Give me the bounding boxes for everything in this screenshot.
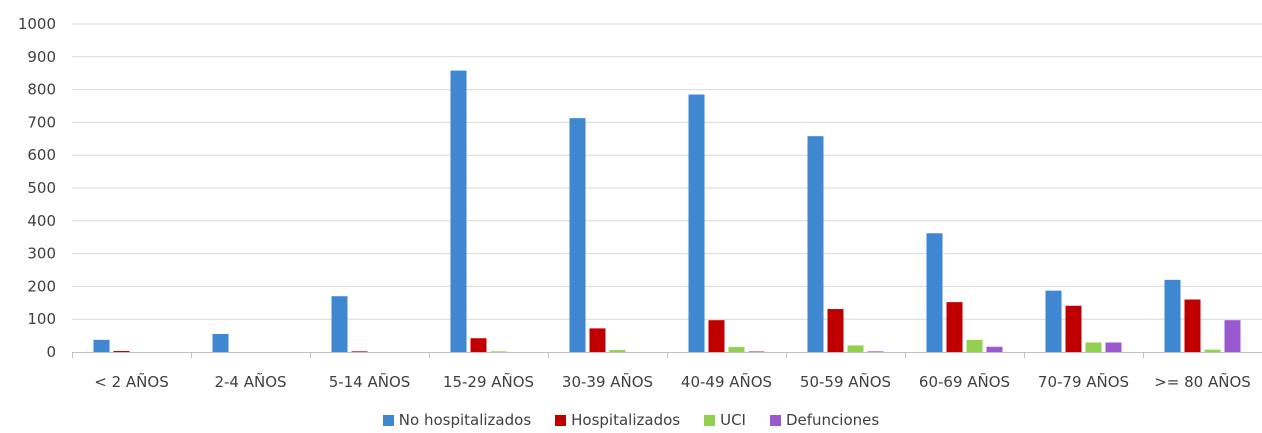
x-tick-label: 40-49 AÑOS — [681, 372, 772, 391]
bar-hospitalizados — [708, 320, 725, 352]
bar-no-hospitalizados — [1164, 279, 1181, 352]
x-tick-label: 2-4 AÑOS — [214, 372, 286, 391]
bar-uci — [1085, 342, 1102, 352]
x-tick-label: 50-59 AÑOS — [800, 372, 891, 391]
bar-hospitalizados — [827, 309, 844, 352]
bar-hospitalizados — [589, 328, 606, 352]
bar-hospitalizados — [1184, 299, 1201, 352]
bar-uci — [847, 345, 864, 352]
bar-no-hospitalizados — [807, 136, 824, 352]
x-tick-label: 60-69 AÑOS — [919, 372, 1010, 391]
bar-no-hospitalizados — [331, 296, 348, 352]
legend-label-defunciones: Defunciones — [785, 411, 880, 429]
y-tick-label: 1000 — [18, 15, 56, 33]
legend-swatch-hospitalizados — [555, 414, 567, 426]
bar-uci — [966, 339, 983, 352]
bar-hospitalizados — [470, 338, 487, 352]
gridlines — [72, 23, 1262, 320]
bar-no-hospitalizados — [688, 94, 705, 353]
legend-item-uci: UCI — [704, 411, 746, 429]
legend-label-hospitalizados: Hospitalizados — [571, 411, 681, 429]
bar-defunciones — [748, 351, 765, 352]
bar-no-hospitalizados — [569, 118, 586, 352]
legend-label-uci: UCI — [720, 411, 746, 429]
bar-chart: 0 100 200 300 400 500 600 700 800 900 1000 < 2 AÑO… — [18, 15, 1262, 391]
legend-swatch-no-hospitalizados — [382, 414, 394, 426]
bar-defunciones — [1224, 320, 1241, 352]
bar-uci — [609, 350, 626, 352]
bar-no-hospitalizados — [93, 339, 110, 352]
bar-defunciones — [1105, 342, 1122, 352]
y-tick-label: 600 — [27, 146, 56, 164]
legend-item-no-hospitalizados: No hospitalizados — [382, 411, 532, 429]
x-tick-label: >= 80 AÑOS — [1154, 372, 1251, 391]
x-tick-label: < 2 AÑOS — [94, 372, 168, 391]
bar-hospitalizados — [1065, 305, 1082, 352]
bar-uci — [728, 347, 745, 352]
y-tick-label: 100 — [27, 310, 56, 328]
bar-defunciones — [867, 351, 884, 352]
y-tick-label: 500 — [27, 179, 56, 197]
y-tick-label: 700 — [27, 113, 56, 131]
legend: No hospitalizados Hospitalizados UCI Def… — [0, 411, 1262, 429]
x-tick-label: 5-14 AÑOS — [329, 372, 411, 391]
y-tick-label: 200 — [27, 277, 56, 295]
bar-uci — [1204, 349, 1221, 352]
bar-no-hospitalizados — [1045, 290, 1062, 352]
bar-hospitalizados — [946, 302, 963, 352]
bar-no-hospitalizados — [212, 333, 229, 352]
legend-swatch-defunciones — [769, 414, 781, 426]
x-tick-label: 70-79 AÑOS — [1038, 372, 1129, 391]
bar-hospitalizados — [351, 351, 368, 352]
x-tick-label: 30-39 AÑOS — [562, 372, 653, 391]
y-tick-label: 900 — [27, 48, 56, 66]
y-tick-label: 0 — [46, 343, 56, 361]
y-axis: 0 100 200 300 400 500 600 700 800 900 1000 — [18, 15, 56, 361]
y-tick-label: 300 — [27, 245, 56, 263]
bar-no-hospitalizados — [926, 233, 943, 352]
bar-defunciones — [986, 346, 1003, 352]
x-axis: < 2 AÑOS 2-4 AÑOS 5-14 AÑOS 15-29 AÑOS 30-39… — [72, 352, 1262, 391]
bar-no-hospitalizados — [450, 70, 467, 353]
y-tick-label: 400 — [27, 212, 56, 230]
legend-swatch-uci — [704, 414, 716, 426]
legend-item-defunciones: Defunciones — [769, 411, 880, 429]
x-tick-label: 15-29 AÑOS — [443, 372, 534, 391]
legend-label-no-hospitalizados: No hospitalizados — [398, 411, 532, 429]
bar-hospitalizados — [113, 351, 130, 352]
legend-item-hospitalizados: Hospitalizados — [555, 411, 680, 429]
bars — [93, 70, 1241, 353]
bar-uci — [490, 351, 507, 352]
y-tick-label: 800 — [27, 81, 56, 99]
